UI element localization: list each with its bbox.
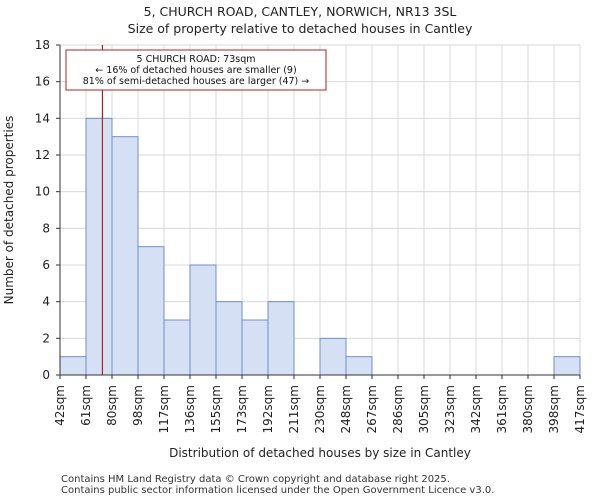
y-axis-label: Number of detached properties (2, 116, 16, 305)
histogram-bar (215, 301, 243, 376)
x-tick-label: 361sqm (495, 385, 509, 433)
y-tick-label: 16 (35, 75, 50, 89)
x-tick-label: 417sqm (573, 385, 587, 433)
histogram-bar (137, 246, 165, 376)
x-tick-label: 80sqm (105, 385, 119, 426)
x-tick-label: 230sqm (313, 385, 327, 433)
x-tick-label: 323sqm (443, 385, 457, 433)
annotation-box (65, 49, 327, 91)
y-tick-label: 2 (42, 331, 50, 345)
x-tick-label: 42sqm (53, 385, 67, 426)
x-tick-label: 380sqm (521, 385, 535, 433)
x-tick-label: 173sqm (235, 385, 249, 433)
y-tick-label: 6 (42, 258, 50, 272)
y-tick-label: 4 (42, 295, 50, 309)
histogram-bar (553, 356, 581, 376)
annotation-line: 81% of semi-detached houses are larger (… (83, 76, 310, 87)
y-tick-label: 8 (42, 221, 50, 235)
x-axis-label: Distribution of detached houses by size … (169, 446, 471, 460)
footer-line-1: Contains HM Land Registry data © Crown c… (61, 474, 450, 485)
chart-title: 5, CHURCH ROAD, CANTLEY, NORWICH, NR13 3… (143, 4, 457, 19)
footer-line-2: Contains public sector information licen… (61, 485, 495, 496)
x-tick-label: 61sqm (79, 385, 93, 426)
y-tick-label: 18 (35, 38, 50, 52)
x-tick-label: 248sqm (339, 385, 353, 433)
histogram-bar (85, 117, 113, 376)
annotation-line: 5 CHURCH ROAD: 73sqm (137, 54, 256, 65)
x-tick-label: 155sqm (209, 385, 223, 433)
y-tick-label: 12 (35, 148, 50, 162)
histogram-bar (111, 136, 139, 376)
x-tick-label: 211sqm (287, 385, 301, 433)
x-tick-label: 98sqm (131, 385, 145, 426)
x-tick-label: 286sqm (391, 385, 405, 433)
histogram-bar (319, 337, 347, 376)
x-tick-label: 342sqm (469, 385, 483, 433)
y-tick-label: 0 (42, 368, 50, 382)
histogram-bar (241, 319, 269, 376)
chart-subtitle: Size of property relative to detached ho… (127, 21, 473, 36)
x-tick-label: 117sqm (157, 385, 171, 433)
x-tick-label: 136sqm (183, 385, 197, 433)
x-tick-label: 267sqm (365, 385, 379, 433)
annotation-line: ← 16% of detached houses are smaller (9) (95, 65, 296, 76)
y-tick-label: 10 (35, 185, 50, 199)
histogram-bar (345, 356, 373, 376)
histogram-bar (59, 356, 87, 376)
histogram-bar (267, 301, 295, 376)
x-tick-label: 192sqm (261, 385, 275, 433)
y-tick-label: 14 (35, 111, 50, 125)
histogram-bar (163, 319, 191, 376)
histogram-bar (189, 264, 217, 376)
x-tick-label: 305sqm (417, 385, 431, 433)
x-tick-label: 398sqm (547, 385, 561, 433)
